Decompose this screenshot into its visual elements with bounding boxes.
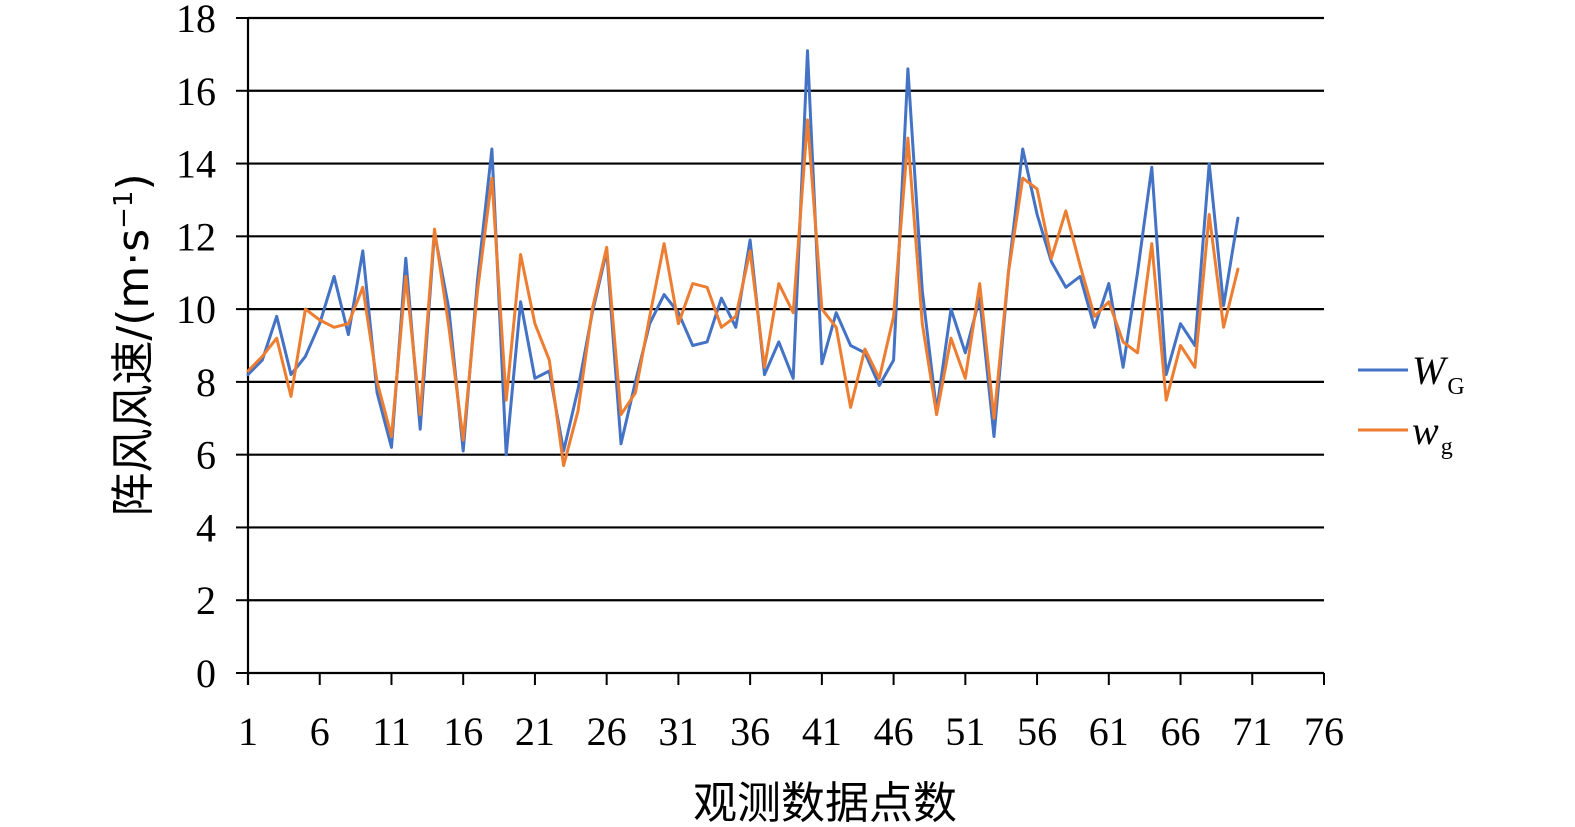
x-tick-label: 46 — [874, 709, 914, 754]
x-tick-label: 1 — [238, 709, 258, 754]
x-tick-labels: 1 6 11 16 21 26 31 36 41 46 51 56 61 66 71 76 — [238, 709, 1344, 754]
x-tick-label: 36 — [730, 709, 770, 754]
x-tick-label: 61 — [1089, 709, 1129, 754]
x-tick-label: 6 — [310, 709, 330, 754]
x-tick-label: 41 — [802, 709, 842, 754]
y-tick-label: 6 — [196, 433, 216, 478]
series-lines — [246, 49, 1240, 468]
y-tick-label: 4 — [196, 505, 216, 550]
y-tick-label: 2 — [196, 578, 216, 623]
y-tick-label: 16 — [176, 69, 216, 114]
x-tick-label: 66 — [1161, 709, 1201, 754]
x-tick-label: 71 — [1232, 709, 1272, 754]
y-tick-label: 0 — [196, 651, 216, 696]
legend-label: wg — [1412, 408, 1453, 460]
legend: WG wg — [1358, 348, 1465, 460]
y-axis-title-group: 阵风风速/(m·s−1) — [108, 173, 159, 516]
x-tick-label: 76 — [1304, 709, 1344, 754]
x-tick-label: 11 — [372, 709, 411, 754]
legend-label: WG — [1412, 348, 1465, 400]
y-tick-label: 12 — [176, 214, 216, 259]
x-tick-label: 51 — [945, 709, 985, 754]
y-axis-title-sup: −1 — [109, 191, 139, 229]
x-tick-label: 21 — [515, 709, 555, 754]
series-line-g — [246, 118, 1240, 468]
x-tick-label: 31 — [658, 709, 698, 754]
y-tick-label: 8 — [196, 360, 216, 405]
y-tick-label: 10 — [176, 287, 216, 332]
y-axis-title-main: 阵风风速/(m·s — [108, 229, 159, 517]
y-tick-label: 14 — [176, 142, 216, 187]
axes — [236, 17, 1325, 685]
x-axis-title: 观测数据点数 — [693, 778, 957, 827]
y-axis-title-close: ) — [108, 173, 159, 190]
y-axis-title: 阵风风速/(m·s−1) — [108, 173, 159, 516]
x-tick-label: 16 — [443, 709, 483, 754]
y-tick-label: 18 — [176, 0, 216, 41]
x-tick-label: 26 — [587, 709, 627, 754]
x-tick-label: 56 — [1017, 709, 1057, 754]
y-tick-labels: 0 2 4 6 8 10 12 14 16 18 — [176, 0, 216, 696]
